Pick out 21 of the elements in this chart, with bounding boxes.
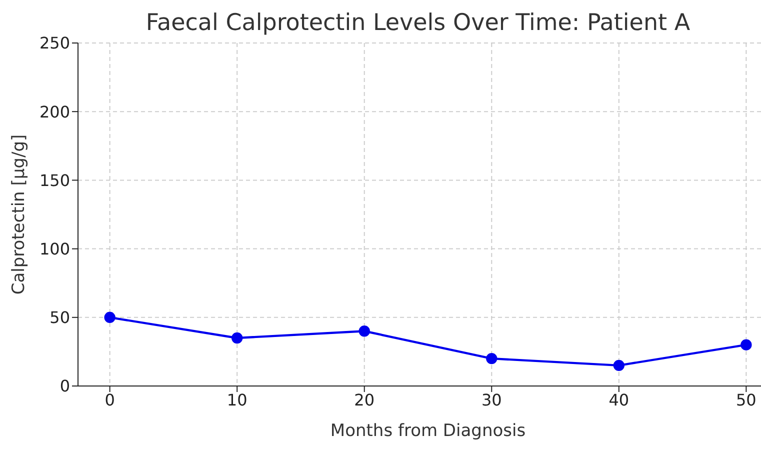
point: [613, 360, 625, 372]
y-axis-title: Calprotectin [µg/g]: [9, 134, 30, 295]
point: [486, 352, 498, 364]
chart-title: Faecal Calprotectin Levels Over Time: Patient A: [144, 10, 692, 36]
y-tick-label: 200: [39, 102, 70, 122]
y-tick-label: 150: [39, 170, 70, 190]
x-tick-label: 30: [481, 390, 502, 410]
x-tick-label: 20: [354, 390, 375, 410]
point: [358, 326, 370, 337]
y-tick-label: 250: [39, 34, 70, 53]
y-tick-label: 50: [50, 308, 70, 328]
point: [104, 312, 116, 323]
point: [231, 332, 243, 344]
x-tick-label: 40: [608, 390, 630, 410]
y-tick-label: 100: [39, 239, 70, 258]
x-axis-title: Months from Diagnosis: [330, 421, 526, 441]
x-tick-label: 0: [104, 390, 115, 410]
point: [740, 339, 752, 350]
x-tick-label: 50: [736, 390, 756, 410]
y-tick-label: 0: [60, 376, 70, 396]
x-tick-label: 10: [226, 390, 248, 410]
